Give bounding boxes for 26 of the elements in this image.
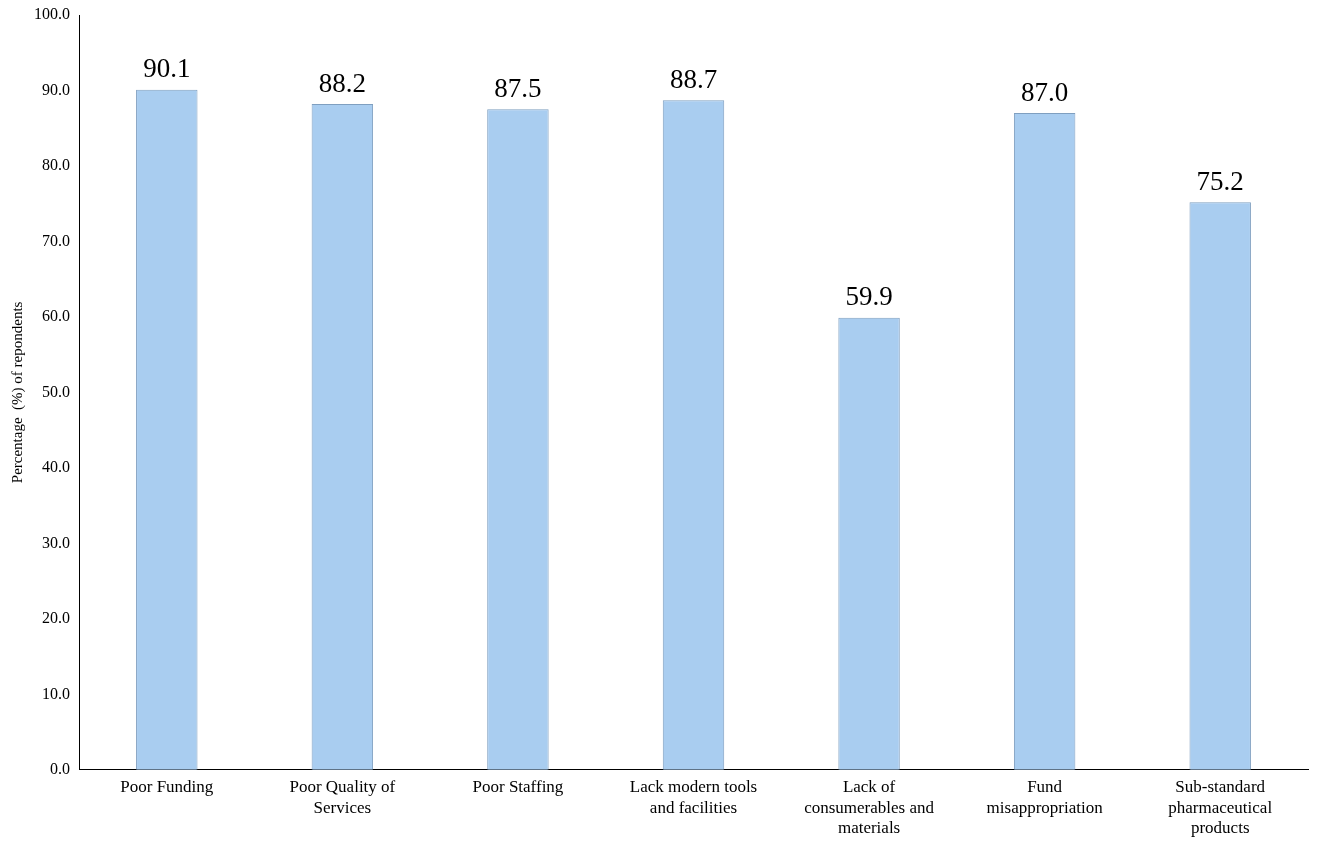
- y-axis-title: Percentage (%) of repondents: [8, 301, 26, 484]
- x-tick-label: Poor Staffing: [472, 777, 564, 797]
- x-tick-label: Poor Funding: [120, 777, 214, 797]
- y-tick-label: 30.0: [42, 533, 70, 551]
- y-tick-label: 100.0: [34, 5, 70, 23]
- x-tick-label: Lack modern tools and facilities: [629, 777, 758, 817]
- x-tick-label: Fund misappropriation: [986, 777, 1104, 817]
- y-tick-label: 0.0: [50, 760, 70, 777]
- y-tick-label: 50.0: [42, 382, 70, 400]
- y-tick-label: 40.0: [42, 458, 70, 476]
- x-tick-label: Sub-standard pharmaceutical products: [1168, 777, 1273, 838]
- y-tick-label: 70.0: [42, 231, 70, 249]
- y-tick-label: 20.0: [42, 609, 70, 627]
- data-label: 88.7: [669, 63, 718, 94]
- y-tick-label: 10.0: [42, 684, 70, 702]
- data-label: 75.2: [1196, 165, 1244, 196]
- data-label: 59.9: [845, 281, 893, 312]
- data-label: 88.2: [318, 67, 366, 98]
- y-tick-label: 80.0: [42, 156, 70, 174]
- y-tick-label: 60.0: [42, 307, 70, 325]
- x-tick-label: Poor Quality of Services: [289, 777, 396, 817]
- data-label: 90.1: [143, 53, 191, 84]
- data-label: 87.5: [494, 72, 542, 103]
- data-label: 87.0: [1021, 76, 1069, 107]
- x-tick-label: Lack of consumerables and materials: [804, 777, 935, 838]
- y-tick-label: 90.0: [42, 80, 70, 98]
